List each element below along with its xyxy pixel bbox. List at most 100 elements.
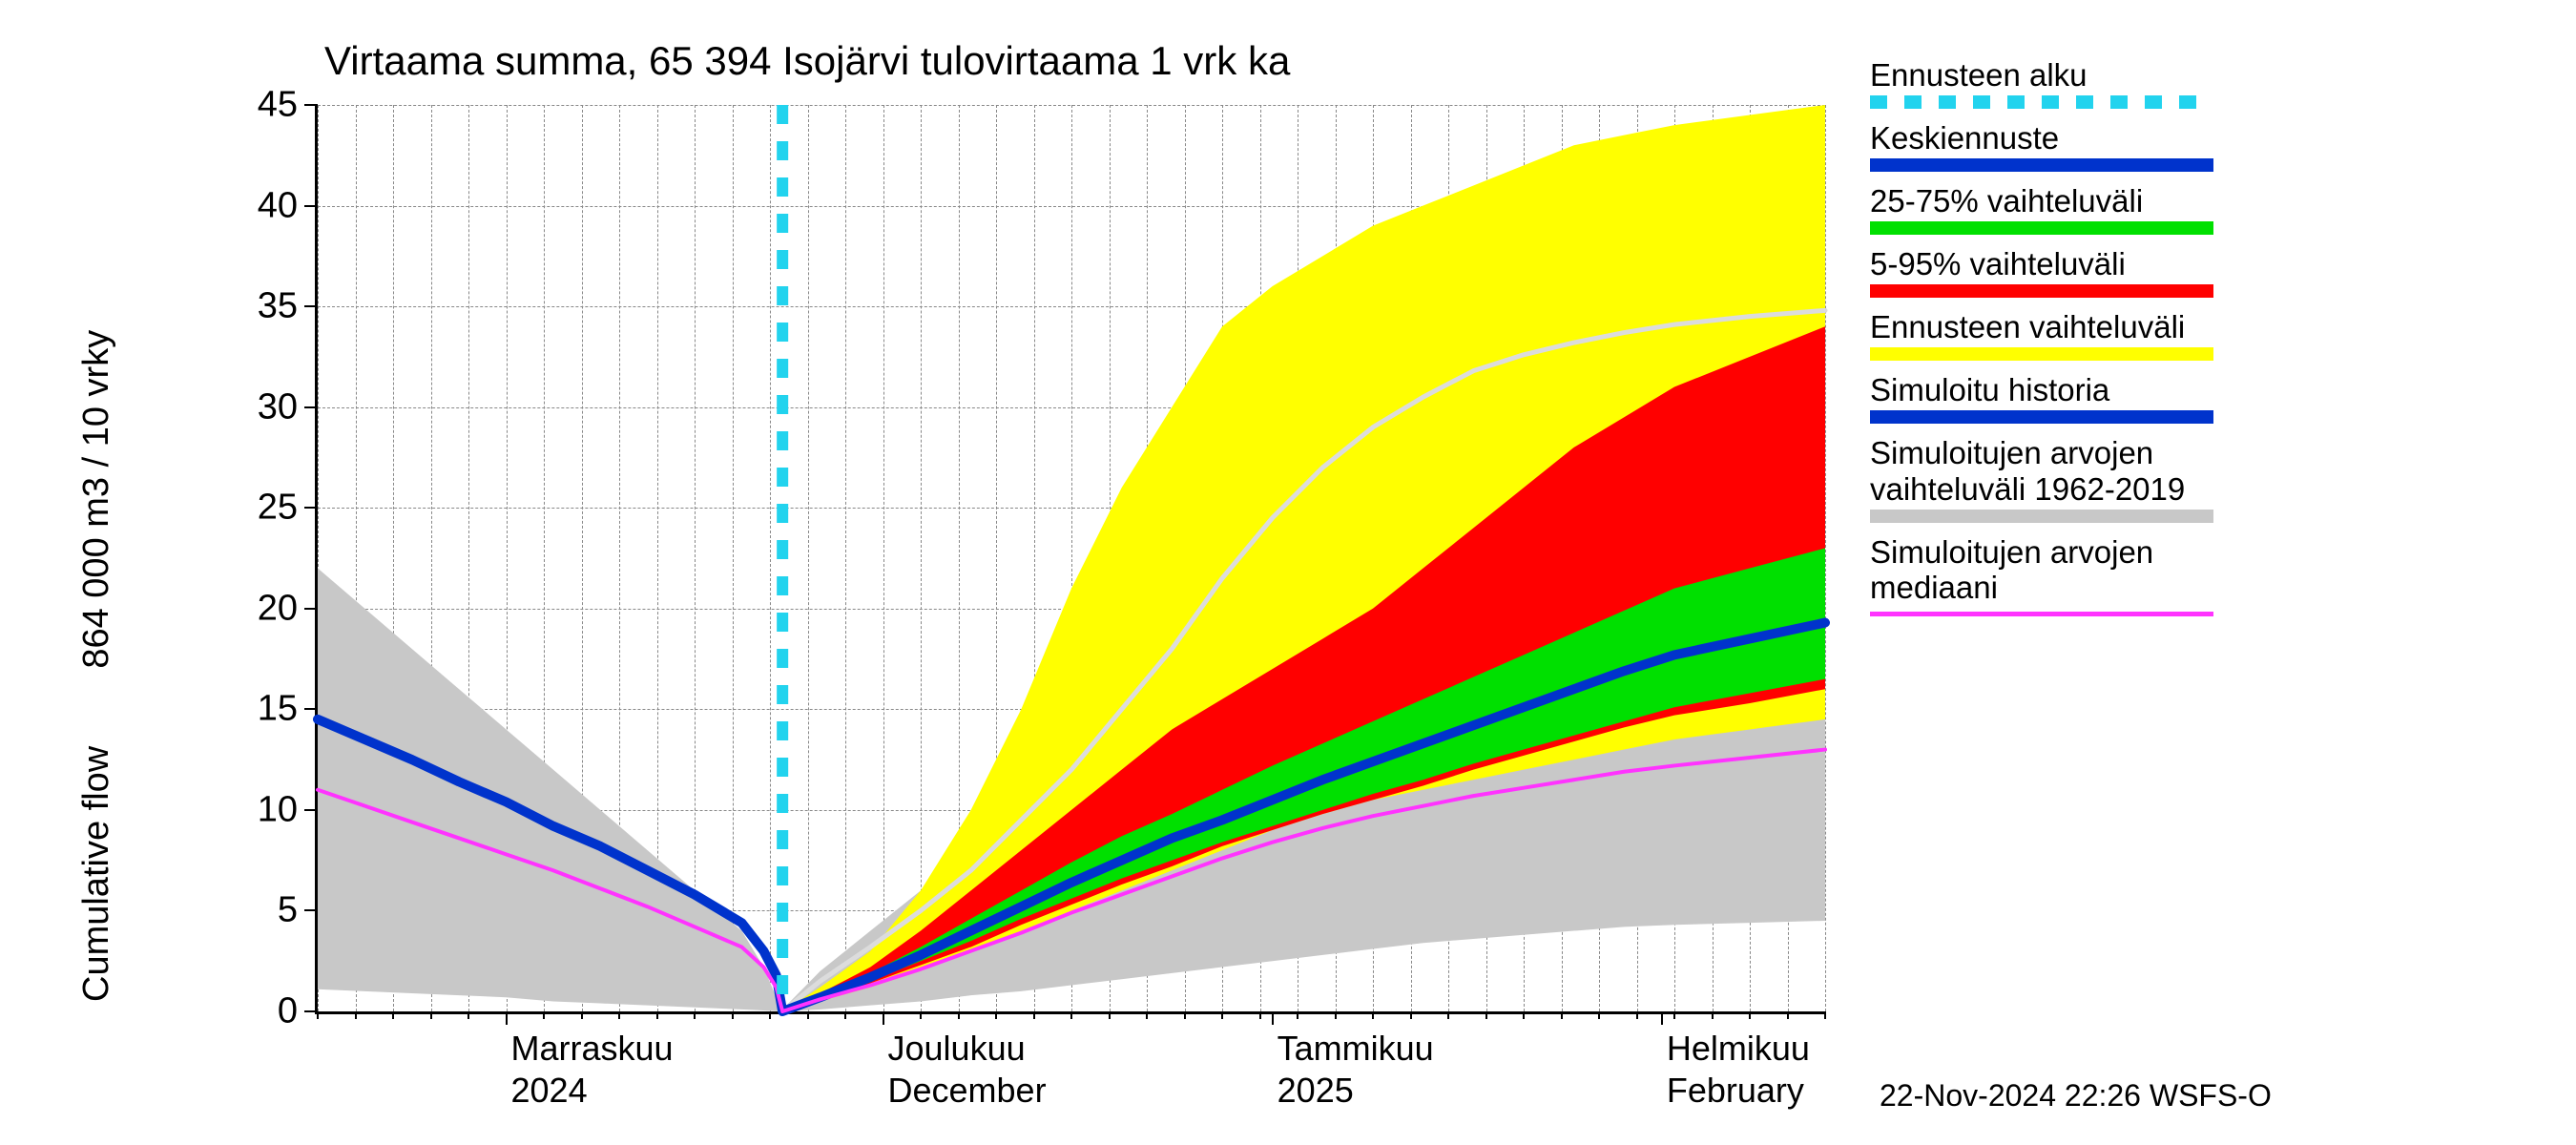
xtick-minor — [1297, 1011, 1298, 1019]
xtick-minor — [1221, 1011, 1223, 1019]
ytick-label: 25 — [258, 488, 298, 529]
xtick-minor — [958, 1011, 960, 1019]
legend-swatch — [1870, 221, 2213, 235]
legend-label: 25-75% vaihteluväli — [1870, 183, 2213, 219]
flow-forecast-chart: Virtaama summa, 65 394 Isojärvi tulovirt… — [0, 0, 2576, 1145]
legend: Ennusteen alku Keskiennuste 25-75% vaihtel… — [1870, 57, 2213, 630]
xtick-label-1: Tammikuu — [1278, 1029, 1434, 1069]
xtick-minor — [807, 1011, 809, 1019]
legend-swatch — [1870, 612, 2213, 616]
xtick-major — [506, 1011, 508, 1025]
xtick-minor — [1598, 1011, 1600, 1019]
xtick-label-1: Marraskuu — [511, 1029, 674, 1069]
ylabel-part2: 864 000 m3 / 10 vrky — [76, 330, 116, 669]
xtick-minor — [1712, 1011, 1714, 1019]
ytick-label: 5 — [278, 890, 298, 931]
xtick-minor — [1673, 1011, 1675, 1019]
xtick-minor — [694, 1011, 696, 1019]
legend-swatch — [1870, 95, 2213, 109]
legend-label: Ennusteen alku — [1870, 57, 2213, 94]
legend-item: Ennusteen vaihteluväli — [1870, 309, 2213, 361]
legend-item: Keskiennuste — [1870, 120, 2213, 172]
ytick-label: 10 — [258, 789, 298, 830]
ytick-label: 45 — [258, 85, 298, 126]
xtick-minor — [1636, 1011, 1638, 1019]
xtick-minor — [1335, 1011, 1337, 1019]
ytick — [304, 909, 318, 911]
ytick-label: 30 — [258, 386, 298, 427]
xtick-label-2: February — [1667, 1071, 1804, 1111]
xtick-minor — [769, 1011, 771, 1019]
xtick-label-2: December — [888, 1071, 1047, 1111]
xtick-minor — [392, 1011, 394, 1019]
xtick-minor — [1146, 1011, 1148, 1019]
legend-swatch — [1870, 158, 2213, 172]
chart-title: Virtaama summa, 65 394 Isojärvi tulovirt… — [324, 38, 1290, 84]
legend-label: Simuloitu historia — [1870, 372, 2213, 408]
xtick-major — [1661, 1011, 1663, 1025]
ytick-label: 40 — [258, 185, 298, 226]
ytick-label: 35 — [258, 286, 298, 327]
ytick — [304, 809, 318, 811]
xtick-minor — [618, 1011, 620, 1019]
legend-item: 5-95% vaihteluväli — [1870, 246, 2213, 298]
gridline-v — [1825, 105, 1826, 1011]
xtick-minor — [1372, 1011, 1374, 1019]
legend-item: 25-75% vaihteluväli — [1870, 183, 2213, 235]
xtick-minor — [732, 1011, 734, 1019]
xtick-minor — [543, 1011, 545, 1019]
xtick-minor — [355, 1011, 357, 1019]
ylabel-part1: Cumulative flow — [76, 746, 116, 1002]
xtick-minor — [581, 1011, 583, 1019]
ytick — [304, 1010, 318, 1012]
ytick-label: 0 — [278, 991, 298, 1032]
xtick-minor — [467, 1011, 469, 1019]
legend-label: 5-95% vaihteluväli — [1870, 246, 2213, 282]
xtick-minor — [1749, 1011, 1751, 1019]
xtick-minor — [1485, 1011, 1487, 1019]
xtick-minor — [1070, 1011, 1072, 1019]
xtick-minor — [1410, 1011, 1412, 1019]
ytick-label: 15 — [258, 689, 298, 730]
xtick-major — [1272, 1011, 1274, 1025]
ytick — [304, 708, 318, 710]
y-axis-label: Cumulative flow 864 000 m3 / 10 vrky — [76, 330, 117, 1002]
legend-item: Simuloitujen arvojenmediaani — [1870, 534, 2213, 617]
xtick-minor — [844, 1011, 846, 1019]
xtick-minor — [1109, 1011, 1111, 1019]
legend-swatch — [1870, 347, 2213, 361]
legend-item: Ennusteen alku — [1870, 57, 2213, 109]
legend-swatch — [1870, 410, 2213, 424]
ytick — [304, 406, 318, 408]
xtick-minor — [1184, 1011, 1186, 1019]
xtick-label-1: Helmikuu — [1667, 1029, 1810, 1069]
legend-label: Ennusteen vaihteluväli — [1870, 309, 2213, 345]
legend-swatch — [1870, 510, 2213, 523]
ytick — [304, 305, 318, 307]
ytick — [304, 104, 318, 106]
xtick-major — [883, 1011, 884, 1025]
xtick-minor — [1447, 1011, 1449, 1019]
xtick-minor — [995, 1011, 997, 1019]
xtick-minor — [430, 1011, 432, 1019]
xtick-minor — [1787, 1011, 1789, 1019]
xtick-minor — [656, 1011, 658, 1019]
xtick-minor — [1033, 1011, 1035, 1019]
xtick-minor — [1561, 1011, 1563, 1019]
legend-item: Simuloitujen arvojenvaihteluväli 1962-20… — [1870, 435, 2213, 523]
xtick-label-2: 2025 — [1278, 1071, 1354, 1111]
legend-item: Simuloitu historia — [1870, 372, 2213, 424]
legend-label: Simuloitujen arvojenvaihteluväli 1962-20… — [1870, 435, 2213, 508]
footer-timestamp: 22-Nov-2024 22:26 WSFS-O — [1880, 1078, 2272, 1114]
ytick — [304, 507, 318, 509]
xtick-minor — [1824, 1011, 1826, 1019]
ytick — [304, 608, 318, 610]
xtick-minor — [1259, 1011, 1261, 1019]
plot-svg — [318, 105, 1825, 1011]
legend-label: Keskiennuste — [1870, 120, 2213, 156]
xtick-minor — [920, 1011, 922, 1019]
legend-swatch — [1870, 284, 2213, 298]
xtick-label-2: 2024 — [511, 1071, 588, 1111]
xtick-minor — [317, 1011, 319, 1019]
xtick-label-1: Joulukuu — [888, 1029, 1026, 1069]
